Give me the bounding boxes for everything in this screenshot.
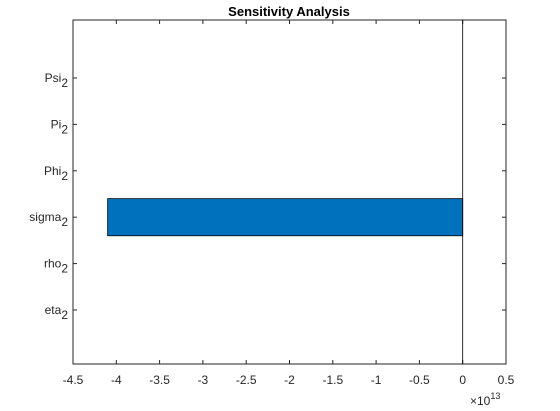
category-name: rho	[44, 257, 62, 271]
category-subscript: 2	[61, 122, 68, 136]
y-tick-label: Psi2	[45, 71, 69, 90]
x-tick-label: -2	[284, 373, 295, 387]
category-subscript: 2	[61, 169, 68, 183]
x-multiplier: ×1013	[470, 391, 500, 408]
x-multiplier-base: ×10	[470, 394, 491, 408]
x-tick-label: 0.5	[498, 373, 515, 387]
category-name: Psi	[45, 71, 62, 85]
y-tick-label: Phi2	[44, 164, 68, 183]
category-name: eta	[45, 303, 62, 317]
y-tick-label: sigma2	[29, 210, 68, 229]
x-tick-label: -1.5	[322, 373, 343, 387]
category-subscript: 2	[61, 215, 68, 229]
bar	[107, 198, 464, 237]
y-tick-label: Pi2	[51, 117, 69, 136]
category-name: Pi	[51, 117, 62, 131]
category-subscript: 2	[61, 262, 68, 276]
x-tick-label: -1	[371, 373, 382, 387]
x-tick-label: -4.5	[63, 373, 84, 387]
y-tick-label: eta2	[45, 303, 69, 322]
x-tick-label: -2.5	[236, 373, 257, 387]
x-tick-label: -4	[111, 373, 122, 387]
chart-title: Sensitivity Analysis	[228, 4, 350, 19]
y-tick-label: rho2	[44, 257, 68, 276]
x-tick-label: -3.5	[149, 373, 170, 387]
category-name: Phi	[44, 164, 61, 178]
category-name: sigma	[29, 210, 61, 224]
category-subscript: 2	[61, 308, 68, 322]
x-tick-label: -3	[198, 373, 209, 387]
category-subscript: 2	[61, 76, 68, 90]
x-tick-label: -0.5	[409, 373, 430, 387]
x-tick-label: 0	[459, 373, 466, 387]
x-multiplier-exponent: 13	[490, 391, 500, 401]
